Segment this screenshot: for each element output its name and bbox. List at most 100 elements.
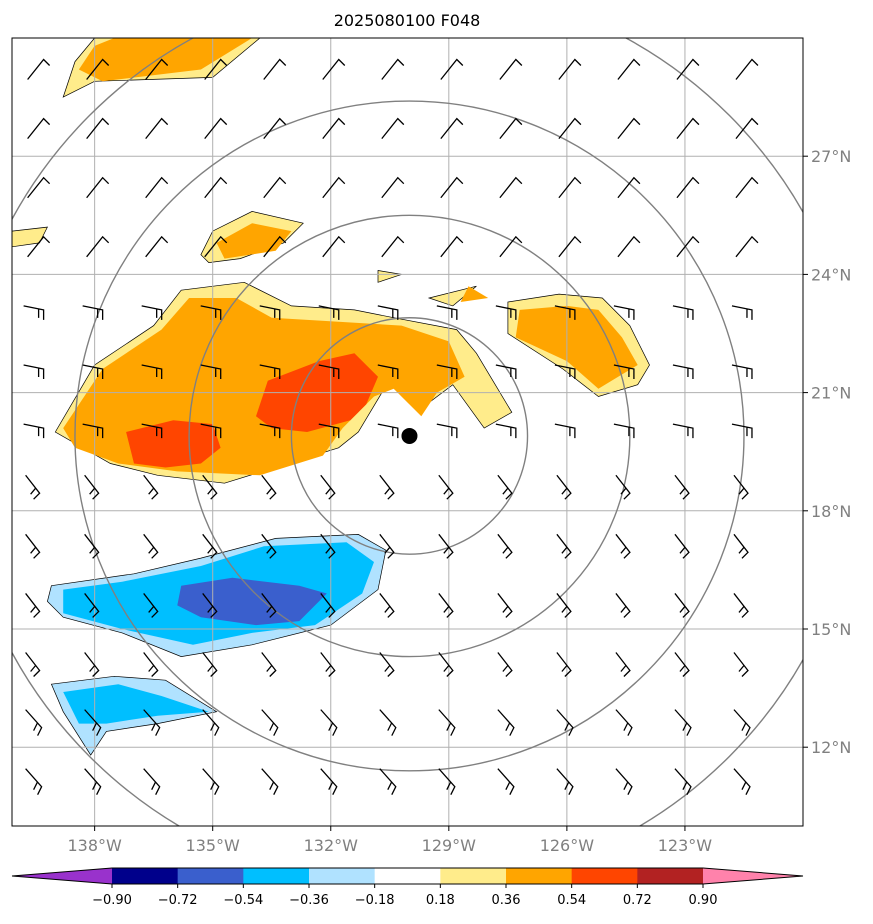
contour-1-1 [216, 223, 292, 259]
wind-barb-141 [674, 652, 690, 677]
wind-barb-30 [263, 176, 287, 199]
y-tick-label-1: 24°N [811, 265, 851, 284]
wind-barb-42 [204, 235, 228, 258]
wind-barb-86 [495, 423, 517, 439]
wind-barb-152 [556, 709, 574, 736]
wind-barb-89 [672, 423, 694, 439]
colorbar-bin-4 [374, 868, 441, 884]
y-tick-label-2: 21°N [811, 384, 851, 403]
wind-barb-68 [200, 364, 222, 380]
wind-barb-8 [499, 58, 523, 80]
wind-barb-126 [556, 593, 572, 618]
wind-barb-127 [615, 593, 631, 618]
colorbar-bin-5 [440, 868, 507, 884]
wind-barb-136 [379, 652, 395, 677]
x-axis-ticks: 138°W 135°W 132°W 129°W 126°W 123°W [67, 826, 712, 855]
wind-barb-6 [381, 58, 405, 80]
y-tick-label-5: 12°N [811, 738, 851, 757]
wind-barb-154 [674, 709, 692, 736]
colorbar-bin-6 [506, 868, 573, 884]
wind-barb-72 [436, 364, 458, 380]
wind-barb-71 [377, 364, 399, 380]
wind-barb-23 [617, 117, 641, 140]
y-tick-label-4: 15°N [811, 620, 851, 639]
wind-barb-108 [261, 533, 277, 559]
wind-barb-31 [322, 176, 346, 199]
contour-fills [12, 38, 650, 756]
contour-0-6 [377, 270, 402, 283]
wind-barb-99 [497, 474, 513, 500]
wind-barb-44 [322, 235, 346, 258]
wind-barb-66 [82, 364, 104, 380]
wind-barb-4 [263, 58, 287, 80]
wind-barb-145 [143, 709, 161, 736]
wind-barb-74 [554, 364, 576, 380]
wind-barb-50 [676, 235, 700, 258]
wind-barb-24 [676, 117, 700, 140]
wind-barb-164 [497, 768, 515, 796]
wind-barb-104 [25, 533, 41, 559]
colorbar-label-0: −0.90 [92, 893, 132, 908]
wind-barb-153 [615, 709, 633, 736]
contour-1-0 [78, 38, 253, 82]
wind-barb-39 [27, 235, 51, 258]
wind-barb-12 [735, 58, 759, 80]
wind-barb-37 [676, 176, 700, 199]
wind-barb-151 [497, 709, 515, 736]
wind-barb-60 [495, 305, 517, 320]
x-tick-label-1: 135°W [186, 836, 241, 855]
wind-barb-138 [497, 652, 513, 677]
y-axis-ticks: 27°N 24°N 21°N 18°N 15°N 12°N [803, 147, 851, 757]
wind-barb-62 [613, 305, 635, 320]
colorbar-label-4: −0.18 [355, 893, 395, 908]
wind-barb-43 [263, 235, 287, 258]
wind-barb-165 [556, 768, 574, 796]
wind-barb-90 [731, 423, 753, 439]
wind-barb-76 [672, 364, 694, 380]
wind-barb-34 [499, 176, 523, 199]
wind-barb-3 [204, 58, 228, 80]
wind-barb-147 [261, 709, 279, 736]
wind-barb-82 [259, 423, 281, 439]
chart-title: 2025080100 F048 [334, 11, 481, 30]
plot-area [12, 38, 803, 826]
wind-barb-146 [202, 709, 220, 736]
wind-barb-33 [440, 176, 464, 199]
wind-barb-148 [320, 709, 338, 736]
contour-4-1 [63, 684, 209, 724]
wind-barb-88 [613, 423, 635, 439]
wind-barb-55 [200, 305, 222, 320]
wind-barb-25 [735, 117, 759, 140]
wind-barb-87 [554, 423, 576, 439]
wind-barb-125 [497, 593, 513, 618]
wind-barb-13 [27, 117, 51, 140]
wind-barb-150 [438, 709, 456, 736]
wind-barb-112 [497, 533, 513, 559]
wind-barb-40 [86, 235, 110, 258]
wind-barb-118 [84, 593, 100, 618]
wind-barb-64 [731, 305, 753, 320]
wind-barb-117 [25, 593, 41, 618]
wind-barb-95 [261, 474, 277, 500]
wind-barb-160 [261, 768, 279, 796]
colorbar-label-3: −0.36 [289, 893, 329, 908]
wind-barb-94 [202, 474, 218, 500]
wind-barb-107 [202, 533, 218, 559]
wind-barb-77 [731, 364, 753, 380]
y-tick-label-0: 27°N [811, 147, 851, 166]
x-tick-label-4: 126°W [540, 836, 595, 855]
wind-barb-52 [23, 305, 45, 320]
wind-barb-11 [676, 58, 700, 80]
wind-barb-163 [438, 768, 456, 796]
wind-barb-137 [438, 652, 454, 677]
wind-barb-121 [261, 593, 277, 618]
wind-barb-21 [499, 117, 523, 140]
contour-2-0 [126, 420, 221, 468]
colorbar-label-1: −0.72 [158, 893, 198, 908]
wind-barb-28 [145, 176, 169, 199]
x-tick-label-2: 132°W [304, 836, 359, 855]
wind-barb-155 [733, 709, 751, 736]
wind-barb-1 [86, 58, 110, 80]
wind-barb-93 [143, 474, 159, 500]
map-frame [11, 37, 804, 827]
